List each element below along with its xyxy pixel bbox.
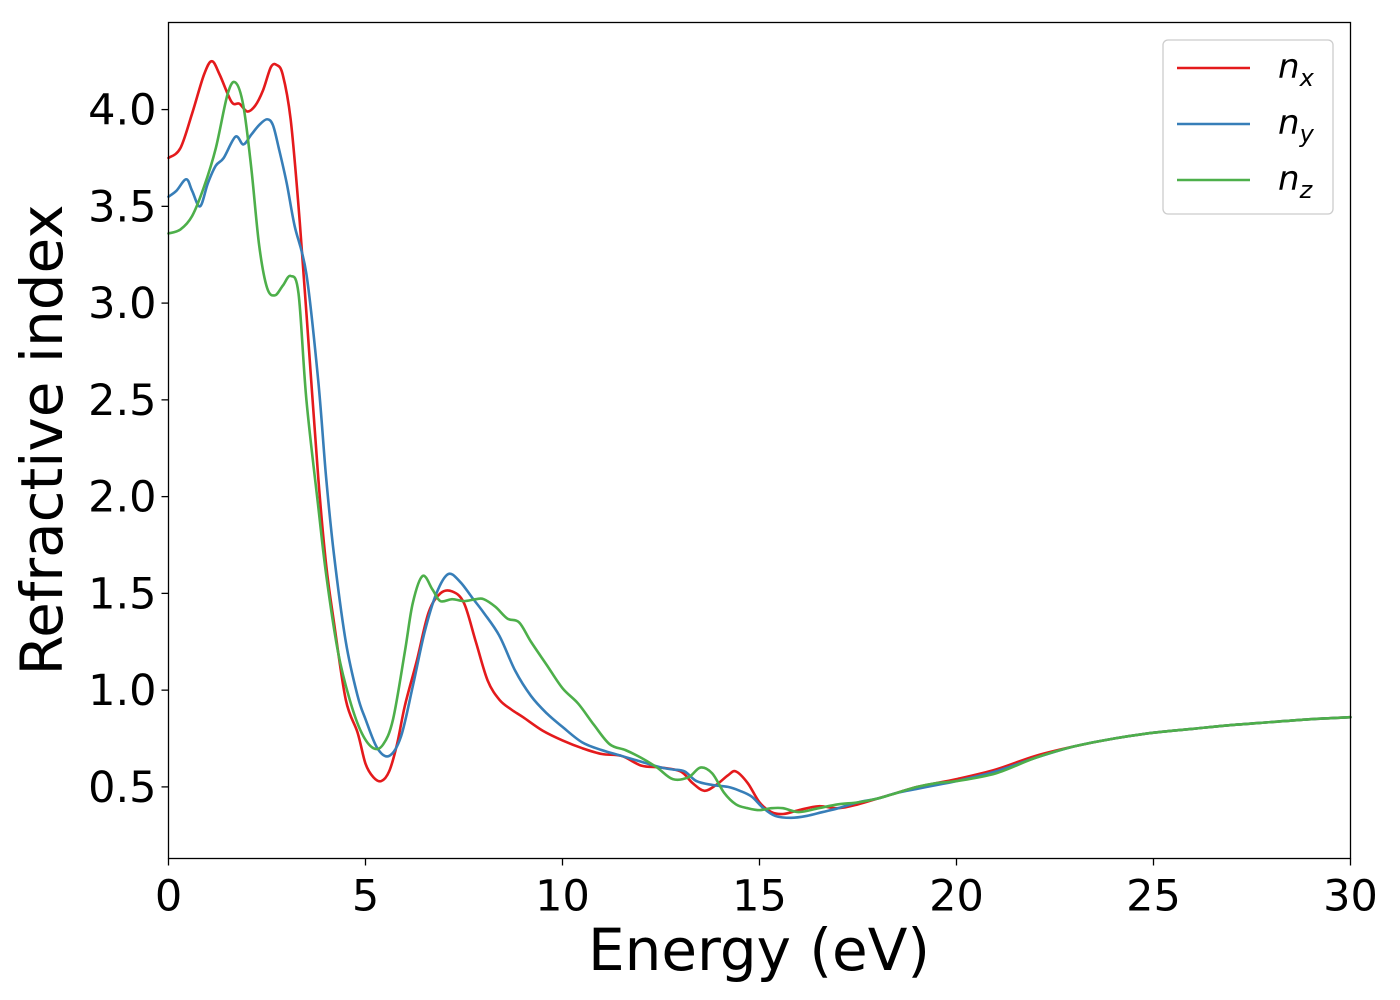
x-tick-label: 25 bbox=[1126, 872, 1181, 922]
x-tick-label: 20 bbox=[929, 872, 984, 922]
legend-subscript: y bbox=[1299, 120, 1315, 148]
y-tick-label: 3.5 bbox=[88, 182, 156, 232]
y-tick-label: 3.0 bbox=[88, 279, 156, 329]
series-line-nz bbox=[167, 80, 1352, 814]
legend-frame bbox=[1162, 39, 1334, 215]
x-tick-label: 5 bbox=[352, 872, 379, 922]
x-tick-label: 15 bbox=[732, 872, 787, 922]
y-tick-label: 1.0 bbox=[88, 666, 156, 716]
y-tick-label: 2.0 bbox=[88, 473, 156, 523]
y-tick-label: 0.5 bbox=[88, 763, 156, 813]
y-tick-label: 2.5 bbox=[88, 376, 156, 426]
series-line-ny bbox=[167, 117, 1352, 820]
legend-subscript: x bbox=[1299, 64, 1315, 92]
x-tick-label: 0 bbox=[155, 872, 182, 922]
y-tick-label: 1.5 bbox=[88, 569, 156, 619]
x-axis: 0 5 10 15 20 25 30 bbox=[155, 858, 1378, 922]
x-tick-label: 10 bbox=[535, 872, 590, 922]
x-axis-label: Energy (eV) bbox=[588, 916, 930, 984]
series-layer bbox=[167, 59, 1352, 820]
y-tick-label: 4.0 bbox=[88, 86, 156, 136]
y-axis-label: Refractive index bbox=[8, 204, 76, 675]
legend-subscript: z bbox=[1299, 176, 1314, 204]
y-axis: 0.5 1.0 1.5 2.0 2.5 3.0 3.5 4.0 bbox=[88, 86, 169, 813]
x-tick-label: 30 bbox=[1323, 872, 1378, 922]
